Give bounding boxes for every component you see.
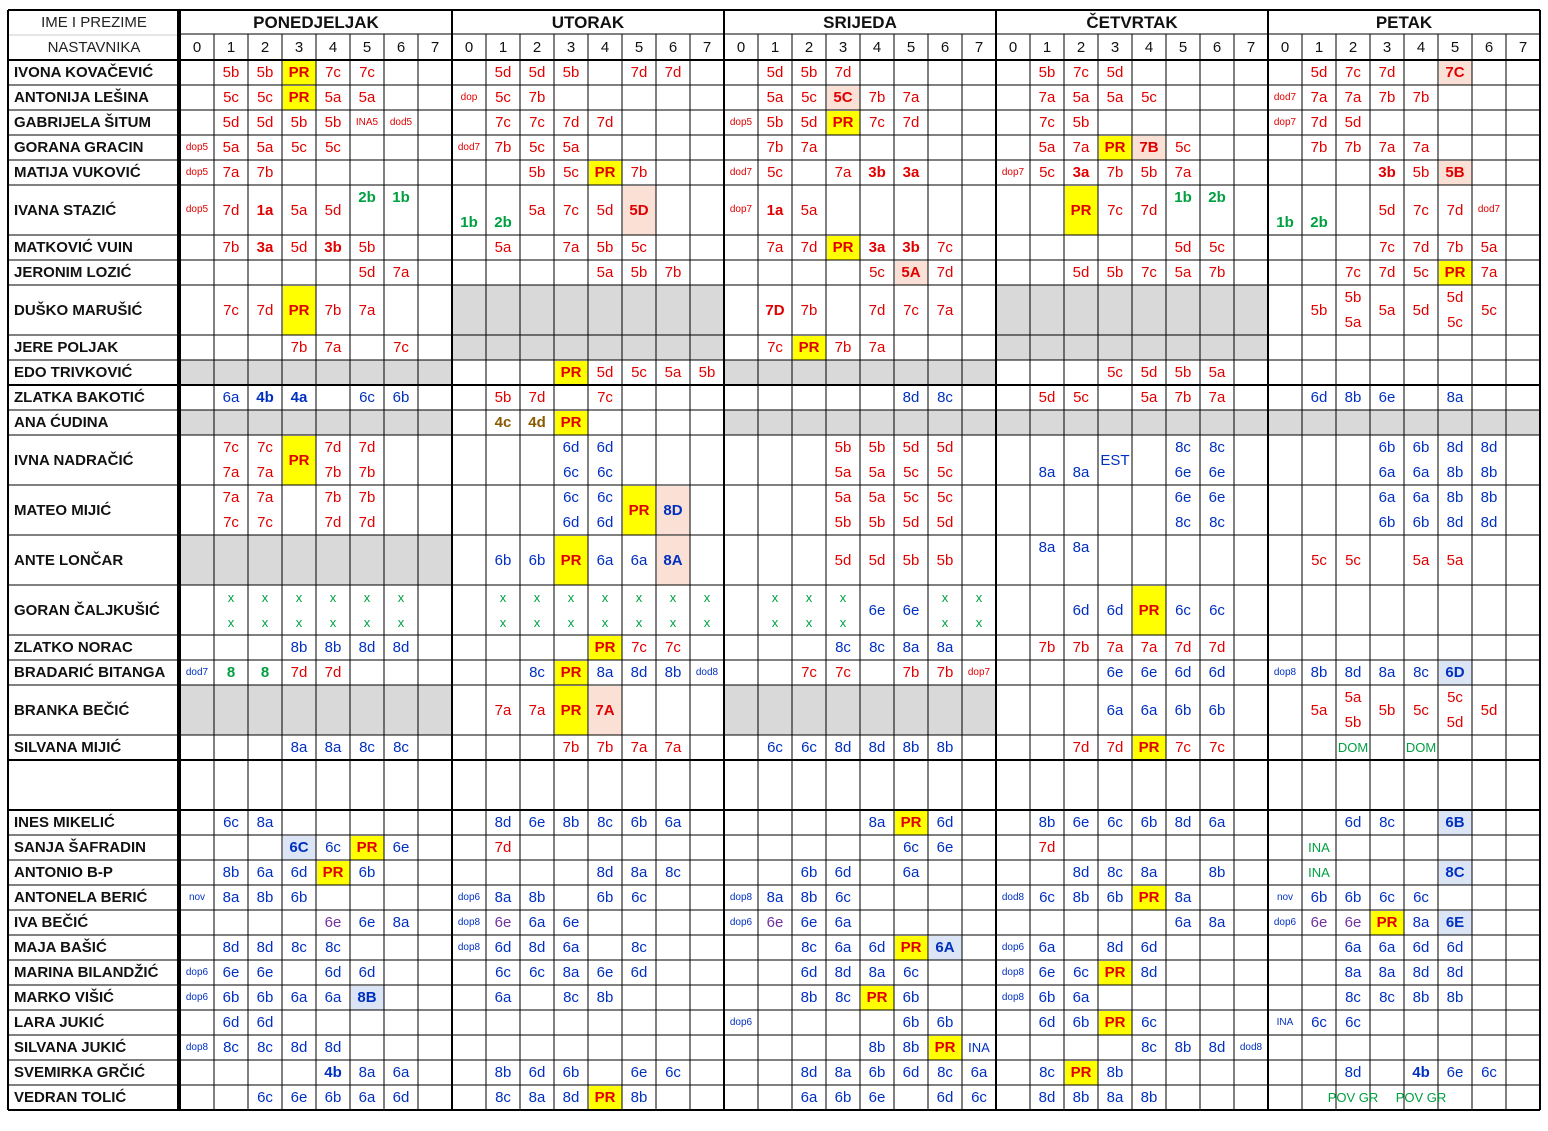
pr-highlight [283,286,316,335]
pr-highlight [1133,586,1166,635]
pr-highlight [895,811,928,835]
pr-highlight [1065,186,1098,235]
pr-highlight [1099,136,1132,160]
class-highlight [283,836,316,860]
pr-highlight [827,111,860,135]
pr-highlight [793,336,826,360]
pr-highlight [555,661,588,685]
pr-highlight [589,1086,622,1110]
pr-highlight [589,161,622,185]
pr-highlight [1099,961,1132,985]
class-highlight [1133,136,1166,160]
class-highlight [1439,861,1472,885]
class-highlight [929,936,962,960]
pr-highlight [1371,911,1404,935]
pr-highlight [861,986,894,1010]
pr-highlight [827,236,860,260]
class-highlight [1439,61,1472,85]
class-highlight [351,986,384,1010]
pr-highlight [1099,1011,1132,1035]
pr-highlight [555,361,588,385]
pr-highlight [283,436,316,485]
class-highlight [1439,911,1472,935]
pr-highlight [351,836,384,860]
pr-highlight [317,861,350,885]
pr-highlight [283,86,316,110]
pr-highlight [895,936,928,960]
pr-highlight [283,61,316,85]
class-highlight [827,86,860,110]
class-highlight [1439,161,1472,185]
pr-highlight [1439,261,1472,285]
pr-highlight [555,411,588,435]
pr-highlight [555,686,588,735]
pr-highlight [589,636,622,660]
pr-highlight [555,536,588,585]
pr-highlight [1133,886,1166,910]
class-highlight [657,486,690,535]
class-highlight [1439,661,1472,685]
class-highlight [1439,811,1472,835]
class-highlight [589,686,622,735]
pr-highlight [623,486,656,535]
class-highlight [657,536,690,585]
pr-highlight [1133,736,1166,760]
class-highlight [895,261,928,285]
pr-highlight [929,1036,962,1060]
class-highlight [623,186,656,235]
pr-highlight [1065,1061,1098,1085]
